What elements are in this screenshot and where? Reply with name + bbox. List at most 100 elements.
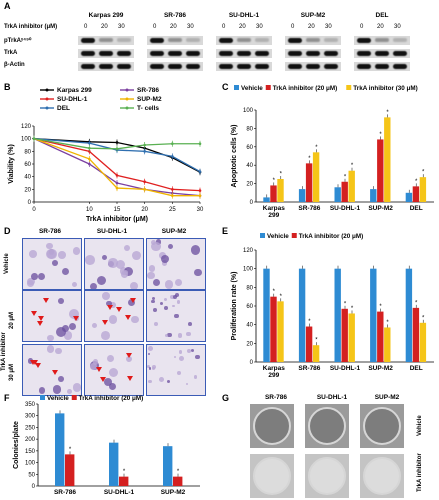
bar-1-0 (298, 189, 306, 202)
panel-f-label: F (4, 393, 10, 403)
blot-band-1-1-2 (186, 51, 200, 56)
blot-cell-line-2: SU-DHL-1 (228, 12, 260, 19)
cell (167, 243, 174, 250)
cell (57, 251, 66, 260)
legend-label: TrkA inhibitor (30 μM) (353, 85, 418, 92)
blot-band-1-0-1 (168, 38, 182, 42)
legend-label: Karpas 299 (57, 87, 92, 94)
legend-label: Vehicle (47, 395, 69, 402)
cell (71, 281, 78, 287)
cell (108, 315, 118, 325)
micrograph-2-0 (22, 344, 82, 396)
blot-band-4-2-0 (357, 64, 371, 69)
cell (155, 239, 162, 245)
legend-label: T- cells (137, 105, 159, 112)
cell (90, 363, 97, 370)
x-tick-label: 20 (141, 207, 148, 213)
cell (72, 383, 81, 392)
y-tick-label: 200 (25, 437, 36, 443)
y-tick-label: 100 (25, 461, 36, 467)
plate-photo-0-2 (360, 404, 404, 448)
blot-band-4-0-0 (357, 38, 371, 43)
legend-marker (45, 106, 49, 110)
bar-1-2 (312, 345, 320, 362)
micrograph-2-2 (146, 344, 206, 396)
red-arrow-icon (30, 311, 37, 316)
cell (123, 267, 134, 277)
y-tick-label: 80 (24, 149, 31, 155)
significance-marker: * (69, 447, 72, 453)
y-tick-label: 60 (24, 162, 31, 168)
cell (96, 275, 107, 285)
red-arrow-icon (101, 319, 108, 325)
category-label: SR-786 (298, 365, 320, 372)
series-point (115, 147, 119, 151)
y-tick-label: 150 (25, 449, 36, 455)
significance-marker: * (386, 320, 389, 326)
red-arrow-icon (38, 315, 45, 321)
plate-photo-1-1 (305, 454, 349, 498)
category-label: SUP-M2 (161, 489, 186, 496)
cell (177, 333, 182, 338)
red-arrow-icon (43, 297, 50, 303)
panel-c-label: C (222, 82, 229, 92)
protein-label-ptrka: pTrkAʸ⁴⁹⁰ (4, 38, 32, 44)
x-tick-label: 15 (114, 207, 121, 213)
blot-band-4-1-0 (357, 51, 371, 56)
cell (151, 297, 155, 301)
blot-band-1-1-0 (150, 51, 164, 56)
cell (159, 376, 165, 382)
cell (46, 345, 55, 353)
cell (103, 377, 112, 386)
red-arrow-icon (126, 375, 133, 381)
legend-label: SR-786 (137, 87, 159, 94)
cell (185, 383, 188, 386)
blot-band-0-0-0 (81, 38, 95, 43)
cell (147, 379, 152, 384)
culture-dish (253, 407, 291, 445)
panel-d-label: D (4, 226, 11, 236)
panel-a-label: A (4, 1, 11, 11)
significance-marker: * (315, 338, 318, 344)
cell (37, 273, 45, 281)
blot-band-2-2-2 (255, 64, 269, 69)
bar-2-1 (341, 308, 348, 362)
significance-marker: * (177, 469, 180, 475)
plate-photo-0-1 (305, 404, 349, 448)
cell (52, 385, 62, 394)
culture-dish (308, 407, 346, 445)
series-point (143, 188, 146, 191)
blot-band-0-1-0 (81, 51, 95, 56)
series-point (143, 143, 146, 147)
bar-3-2 (384, 117, 391, 202)
series-point (115, 181, 119, 185)
bar-4-1 (412, 307, 420, 362)
series-point (198, 142, 202, 146)
micrograph-0-1 (84, 238, 144, 290)
micrograph-0-2 (146, 238, 206, 290)
legend-swatch (346, 85, 352, 90)
blot-band-1-2-0 (150, 64, 164, 69)
proliferation-bar-chart: 0 20 40 60 80 100 120 Proliferation rate (%) * * K… (231, 233, 434, 379)
y-tick-label: 40 (246, 163, 253, 169)
plate-col-supm2: SUP-M2 (374, 394, 400, 401)
culture-dish (253, 457, 291, 495)
cell (147, 346, 153, 351)
cell (190, 349, 194, 353)
micro-col-sudhl1: SU-DHL-1 (96, 228, 128, 235)
series-point (198, 194, 202, 197)
cell (108, 383, 117, 391)
bar-1-1 (305, 163, 313, 202)
significance-marker: * (308, 156, 311, 162)
micro-col-sr786: SR-786 (38, 228, 62, 235)
series-point (32, 137, 36, 140)
blot-band-3-2-0 (288, 64, 302, 69)
y-tick-label: 100 (243, 108, 254, 114)
cell (62, 267, 70, 275)
blot-dose-0-0: 0 (84, 24, 88, 30)
legend-swatch (234, 85, 239, 90)
y-tick-label: 40 (246, 323, 253, 329)
micro-row-vehicle: Vehicle (4, 253, 10, 274)
cell (161, 260, 167, 266)
protein-label-trka: TrkA (4, 50, 18, 56)
